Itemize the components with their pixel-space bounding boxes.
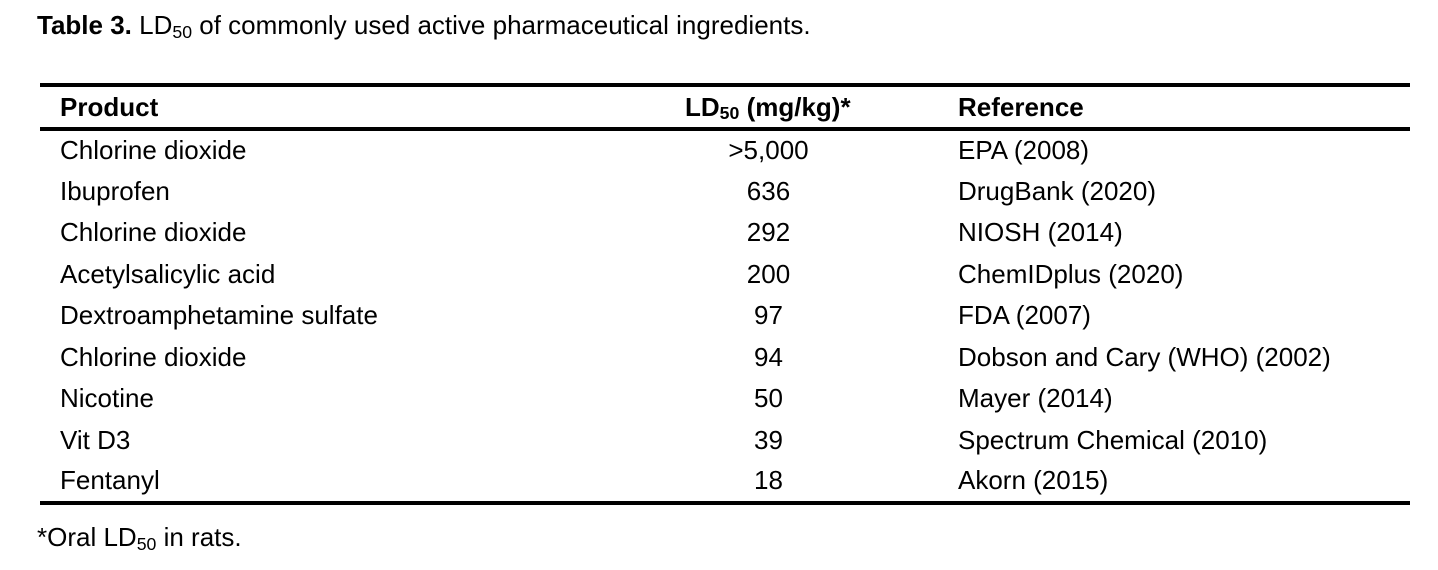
table-caption-text: of commonly used active pharmaceutical i… xyxy=(192,10,811,40)
table-caption-ld-subscript: 50 xyxy=(172,21,193,42)
table-caption: Table 3. LD50 of commonly used active ph… xyxy=(37,10,811,41)
column-header-ld50-subscript: 50 xyxy=(719,103,740,124)
product-cell: Vit D3 xyxy=(60,424,131,455)
column-header-reference: Reference xyxy=(958,91,1084,122)
ld50-cell: 94 xyxy=(754,341,783,372)
product-cell: Ibuprofen xyxy=(60,175,170,206)
ld50-table: Product LD50 (mg/kg)* Reference Chlorine… xyxy=(40,83,1410,505)
reference-cell: Mayer (2014) xyxy=(958,383,1113,414)
ld50-cell: 636 xyxy=(746,175,791,206)
ld50-cell: 18 xyxy=(754,465,783,496)
ld50-cell: 97 xyxy=(754,300,783,331)
table-row: Chlorine dioxide 94 Dobson and Cary (WHO… xyxy=(40,337,1410,379)
footnote-text: *Oral LD xyxy=(37,522,137,552)
table-header-row: Product LD50 (mg/kg)* Reference xyxy=(40,85,1410,129)
product-cell: Chlorine dioxide xyxy=(60,135,247,166)
table-row: Ibuprofen 636 DrugBank (2020) xyxy=(40,171,1410,213)
reference-cell: ChemIDplus (2020) xyxy=(958,258,1184,289)
table-row: Fentanyl 18 Akorn (2015) xyxy=(40,461,1410,503)
ld50-cell: 39 xyxy=(754,424,783,455)
footnote-text-end: in rats. xyxy=(156,522,242,552)
reference-cell: NIOSH (2014) xyxy=(958,217,1123,248)
footnote-ld-subscript: 50 xyxy=(136,533,157,554)
reference-cell: Dobson and Cary (WHO) (2002) xyxy=(958,341,1331,372)
product-cell: Fentanyl xyxy=(60,465,160,496)
product-cell: Chlorine dioxide xyxy=(60,341,247,372)
ld50-cell: 50 xyxy=(754,383,783,414)
table-row: Acetylsalicylic acid 200 ChemIDplus (202… xyxy=(40,254,1410,296)
table-row: Nicotine 50 Mayer (2014) xyxy=(40,378,1410,420)
column-header-ld50-units: (mg/kg)* xyxy=(739,91,851,122)
reference-cell: DrugBank (2020) xyxy=(958,175,1156,206)
table-caption-number: Table 3. xyxy=(37,10,132,40)
column-header-ld50-text: LD xyxy=(685,91,720,122)
product-cell: Acetylsalicylic acid xyxy=(60,258,276,289)
product-cell: Dextroamphetamine sulfate xyxy=(60,300,378,331)
ld50-cell: 292 xyxy=(746,217,791,248)
column-header-ld50: LD50 (mg/kg)* xyxy=(650,85,905,129)
product-cell: Chlorine dioxide xyxy=(60,217,247,248)
table-row: Vit D3 39 Spectrum Chemical (2010) xyxy=(40,420,1410,462)
ld50-cell: 200 xyxy=(746,258,791,289)
reference-cell: FDA (2007) xyxy=(958,300,1091,331)
table-caption-ld: LD xyxy=(131,10,173,40)
table-row: Chlorine dioxide 292 NIOSH (2014) xyxy=(40,212,1410,254)
reference-cell: Akorn (2015) xyxy=(958,465,1109,496)
table-row: Chlorine dioxide >5,000 EPA (2008) xyxy=(40,129,1410,171)
ld50-cell: >5,000 xyxy=(728,135,809,166)
product-cell: Nicotine xyxy=(60,383,154,414)
reference-cell: EPA (2008) xyxy=(958,135,1090,166)
table-row: Dextroamphetamine sulfate 97 FDA (2007) xyxy=(40,295,1410,337)
footnote: *Oral LD50 in rats. xyxy=(37,522,242,553)
column-header-product: Product xyxy=(60,91,159,122)
reference-cell: Spectrum Chemical (2010) xyxy=(958,424,1268,455)
